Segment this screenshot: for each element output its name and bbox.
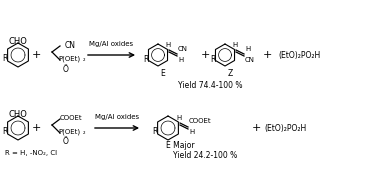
Text: H: H bbox=[178, 57, 183, 63]
Text: ₂: ₂ bbox=[83, 129, 85, 134]
Text: H: H bbox=[232, 42, 238, 48]
Text: H: H bbox=[189, 129, 194, 135]
Text: CHO: CHO bbox=[9, 37, 27, 46]
Text: +: + bbox=[31, 50, 41, 60]
Text: R: R bbox=[210, 55, 216, 64]
Text: CN: CN bbox=[178, 46, 188, 52]
Text: H: H bbox=[245, 46, 250, 52]
Text: COOEt: COOEt bbox=[189, 118, 212, 124]
Text: Mg/Al oxides: Mg/Al oxides bbox=[89, 41, 133, 47]
Text: R: R bbox=[2, 127, 8, 136]
Text: CN: CN bbox=[245, 57, 255, 63]
Text: R = H, -NO₂, Cl: R = H, -NO₂, Cl bbox=[5, 150, 57, 156]
Text: +: + bbox=[31, 123, 41, 133]
Text: +: + bbox=[262, 50, 272, 60]
Text: Ö: Ö bbox=[63, 138, 69, 147]
Text: R: R bbox=[152, 127, 158, 136]
Text: CN: CN bbox=[65, 40, 76, 50]
Text: P(OEt): P(OEt) bbox=[58, 56, 80, 62]
Text: H: H bbox=[165, 42, 171, 48]
Text: ₂: ₂ bbox=[83, 57, 85, 62]
Text: +: + bbox=[251, 123, 261, 133]
Text: Yield 74.4-100 %: Yield 74.4-100 % bbox=[178, 80, 242, 89]
Text: (EtO)₂PO₂H: (EtO)₂PO₂H bbox=[264, 123, 306, 132]
Text: Z: Z bbox=[227, 69, 232, 78]
Text: Ö: Ö bbox=[63, 64, 69, 73]
Text: R: R bbox=[2, 53, 8, 62]
Text: CHO: CHO bbox=[9, 109, 27, 118]
Text: R: R bbox=[143, 55, 149, 64]
Text: COOEt: COOEt bbox=[60, 115, 83, 121]
Text: E: E bbox=[161, 69, 165, 78]
Text: +: + bbox=[200, 50, 210, 60]
Text: Mg/Al oxides: Mg/Al oxides bbox=[95, 114, 139, 120]
Text: Yield 24.2-100 %: Yield 24.2-100 % bbox=[173, 152, 237, 161]
Text: H: H bbox=[176, 115, 182, 121]
Text: P(OEt): P(OEt) bbox=[58, 129, 80, 135]
Text: (EtO)₂PO₂H: (EtO)₂PO₂H bbox=[278, 51, 320, 60]
Text: E Major: E Major bbox=[166, 141, 194, 150]
